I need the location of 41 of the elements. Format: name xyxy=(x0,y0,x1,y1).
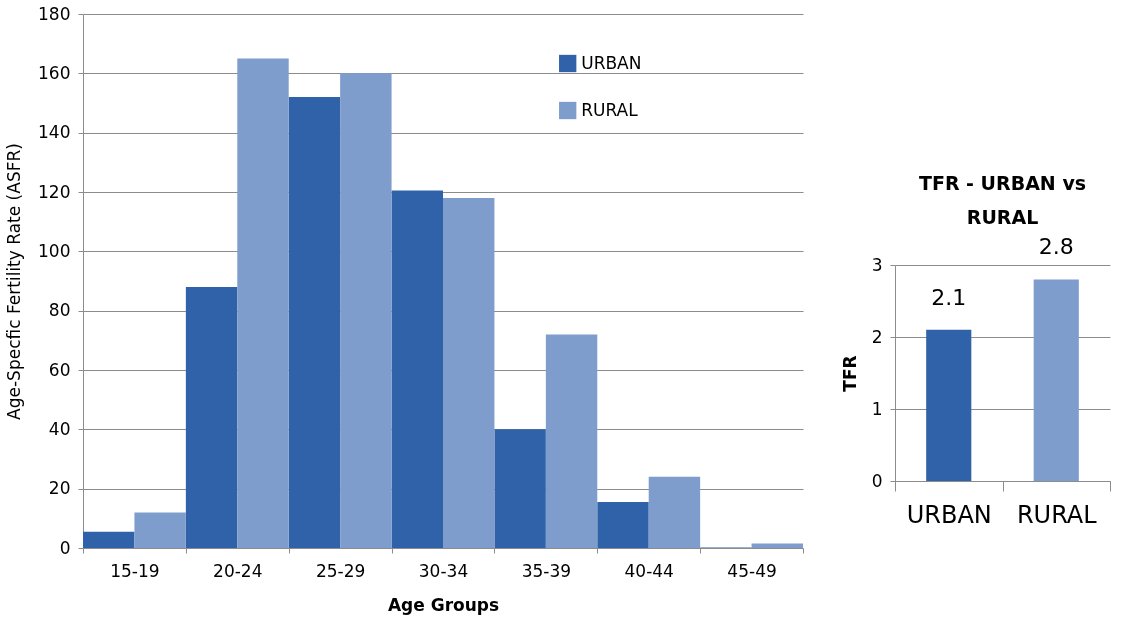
bar xyxy=(237,58,289,548)
bar xyxy=(83,531,135,548)
y-tick-label: 60 xyxy=(48,359,71,380)
data-label: 2.1 xyxy=(931,284,967,310)
bar xyxy=(443,197,495,548)
x-axis-title: Age Groups xyxy=(387,594,500,615)
y-tick-label: 3 xyxy=(871,254,883,275)
y-tick-label: 2 xyxy=(871,326,883,347)
bar xyxy=(185,286,238,548)
x-tick-label: 40-44 xyxy=(624,560,674,581)
x-tick-label: 30-34 xyxy=(418,560,469,581)
bar xyxy=(391,190,443,548)
y-axis-title: Age-Specfic Fertility Rate (ASFR) xyxy=(4,143,25,420)
bar xyxy=(597,502,649,548)
x-tick-label: 25-29 xyxy=(315,560,366,581)
y-tick-label: 160 xyxy=(38,62,71,83)
bar xyxy=(340,73,392,548)
legend-label: URBAN xyxy=(581,52,642,73)
bar xyxy=(648,476,701,548)
y-tick-label: 140 xyxy=(38,122,71,143)
y-axis-title: TFR xyxy=(839,355,860,392)
bar xyxy=(545,334,598,548)
x-tick-label: 20-24 xyxy=(213,560,263,581)
y-tick-label: 120 xyxy=(38,181,71,202)
y-tick-label: 40 xyxy=(48,418,71,439)
chart-title: TFR - URBAN vs RURAL xyxy=(918,172,1087,229)
x-tick-label: 15-19 xyxy=(110,560,160,581)
y-tick-label: 0 xyxy=(59,537,71,558)
data-label: 2.8 xyxy=(1038,234,1074,260)
bar xyxy=(288,97,341,548)
y-tick-label: 80 xyxy=(48,300,71,321)
x-tick-label: 45-49 xyxy=(727,560,777,581)
bar xyxy=(494,429,546,548)
y-tick-label: 20 xyxy=(48,478,71,499)
y-tick-label: 180 xyxy=(38,3,71,24)
legend-label: RURAL xyxy=(581,99,639,120)
y-tick-label: 1 xyxy=(871,398,883,419)
y-tick-label: 100 xyxy=(38,240,71,261)
x-tick-label: 35-39 xyxy=(521,560,572,581)
bar xyxy=(134,512,186,548)
y-tick-label: 0 xyxy=(871,470,883,491)
